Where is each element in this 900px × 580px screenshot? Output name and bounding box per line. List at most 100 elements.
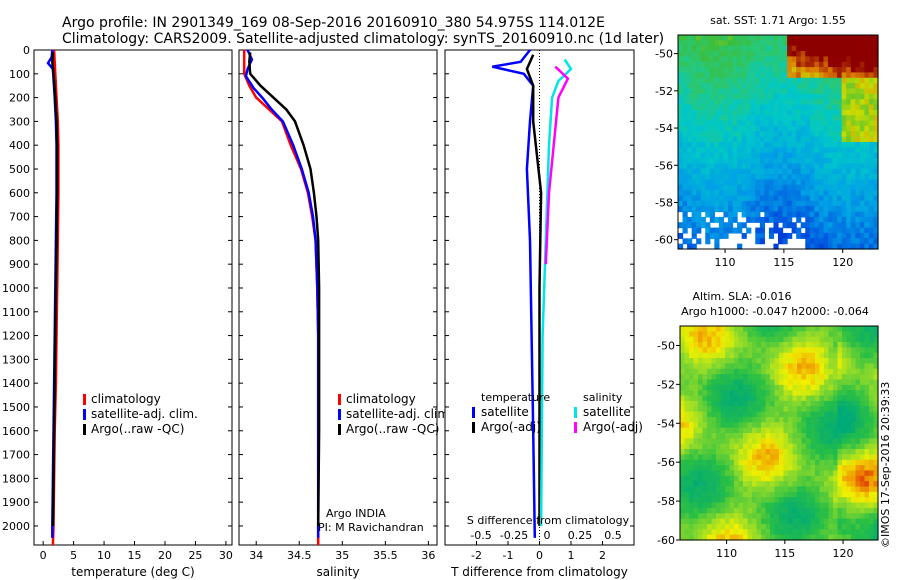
sst-cell [778, 174, 784, 181]
sst-cell [796, 45, 802, 52]
sla-cell [729, 529, 735, 536]
sst-cell [687, 216, 693, 223]
sla-cell [783, 465, 789, 472]
sla-cell [689, 336, 695, 343]
sst-cell [837, 61, 843, 68]
sla-cell [774, 491, 780, 498]
sst-cell [787, 88, 793, 95]
sla-cell [851, 326, 857, 332]
sst-cell [828, 40, 834, 47]
sla-cell [819, 518, 825, 525]
sla-cell [761, 347, 767, 354]
sla-cell [738, 502, 744, 509]
sla-cell [711, 459, 717, 466]
sla-cell [738, 395, 744, 402]
sst-cell [759, 56, 765, 63]
sst-cell [759, 83, 765, 90]
sla-cell [711, 400, 717, 407]
sst-cell [778, 120, 784, 127]
sst-cell [850, 109, 856, 116]
sla-cell [779, 347, 785, 354]
sla-cell [833, 411, 839, 418]
sst-cell [768, 115, 775, 122]
sla-cell [752, 518, 758, 525]
sst-cell [855, 168, 861, 175]
sst-cell [859, 51, 865, 57]
sst-cell [850, 147, 856, 154]
sla-cell [783, 518, 789, 525]
sst-cell [723, 174, 729, 181]
sst-cell [818, 115, 825, 122]
sst-cell [868, 77, 875, 84]
sst-cell [728, 168, 734, 175]
sla-cell [828, 411, 834, 418]
sst-cell [687, 125, 693, 132]
sla-cell [788, 379, 794, 386]
sst-cell [787, 190, 793, 197]
sla-cell [761, 422, 767, 429]
sla-cell [702, 384, 708, 391]
sla-cell [864, 368, 870, 375]
sla-map-title: Altim. SLA: -0.016 [692, 290, 791, 303]
sla-cell [702, 326, 708, 332]
sst-cell [823, 227, 829, 234]
sla-cell [725, 326, 731, 332]
sla-cell [828, 438, 834, 445]
sst-cell [818, 200, 825, 207]
sst-cell [868, 163, 875, 170]
sst-cell [732, 163, 738, 170]
sst-cell [705, 99, 711, 106]
sla-cell [711, 481, 717, 488]
sst-cell [723, 211, 729, 218]
sst-cell [723, 200, 729, 207]
sla-cell [873, 427, 879, 434]
sst-cell [859, 136, 865, 143]
sst-cell [732, 35, 738, 41]
sst-cell [755, 211, 761, 218]
sla-cell [833, 507, 839, 514]
sst-cell [759, 35, 765, 41]
sst-cell [778, 152, 784, 159]
sla-cell [693, 465, 699, 472]
sla-cell [698, 406, 704, 413]
sst-cell [773, 83, 779, 90]
sla-cell [729, 486, 735, 493]
sst-cell [814, 227, 820, 234]
sla-cell [702, 523, 708, 530]
sla-cell [734, 475, 740, 482]
sla-cell [707, 368, 713, 375]
sla-cell [779, 400, 785, 407]
sla-cell [711, 342, 717, 348]
sla-cell [774, 454, 780, 461]
sst-cell [809, 67, 815, 74]
sla-cell [824, 400, 830, 407]
sst-cell [823, 222, 829, 229]
sla-map-frame [679, 325, 879, 541]
sst-cell [805, 216, 811, 223]
sst-cell [737, 104, 743, 111]
sst-cell [764, 99, 770, 106]
sst-cell [691, 168, 697, 175]
sla-cell [797, 513, 803, 520]
sla-cell [684, 342, 690, 348]
sla-cell [828, 342, 834, 348]
sst-cell [814, 51, 820, 57]
sst-cell [846, 168, 852, 175]
sst-cell [741, 195, 747, 202]
sst-cell [737, 115, 743, 122]
sst-cell [732, 216, 738, 223]
sst-cell [768, 168, 775, 175]
sst-cell [787, 168, 793, 175]
sst-cell [859, 99, 865, 106]
sst-cell [800, 77, 806, 84]
sla-cell [855, 465, 861, 472]
sst-cell [778, 238, 784, 245]
sst-cell [868, 238, 875, 245]
sla-cell [698, 459, 704, 466]
sst-cell [782, 190, 788, 197]
sla-cell [792, 411, 798, 418]
sst-cell [864, 120, 870, 127]
sla-cell [815, 502, 821, 509]
sst-cell [687, 195, 693, 202]
